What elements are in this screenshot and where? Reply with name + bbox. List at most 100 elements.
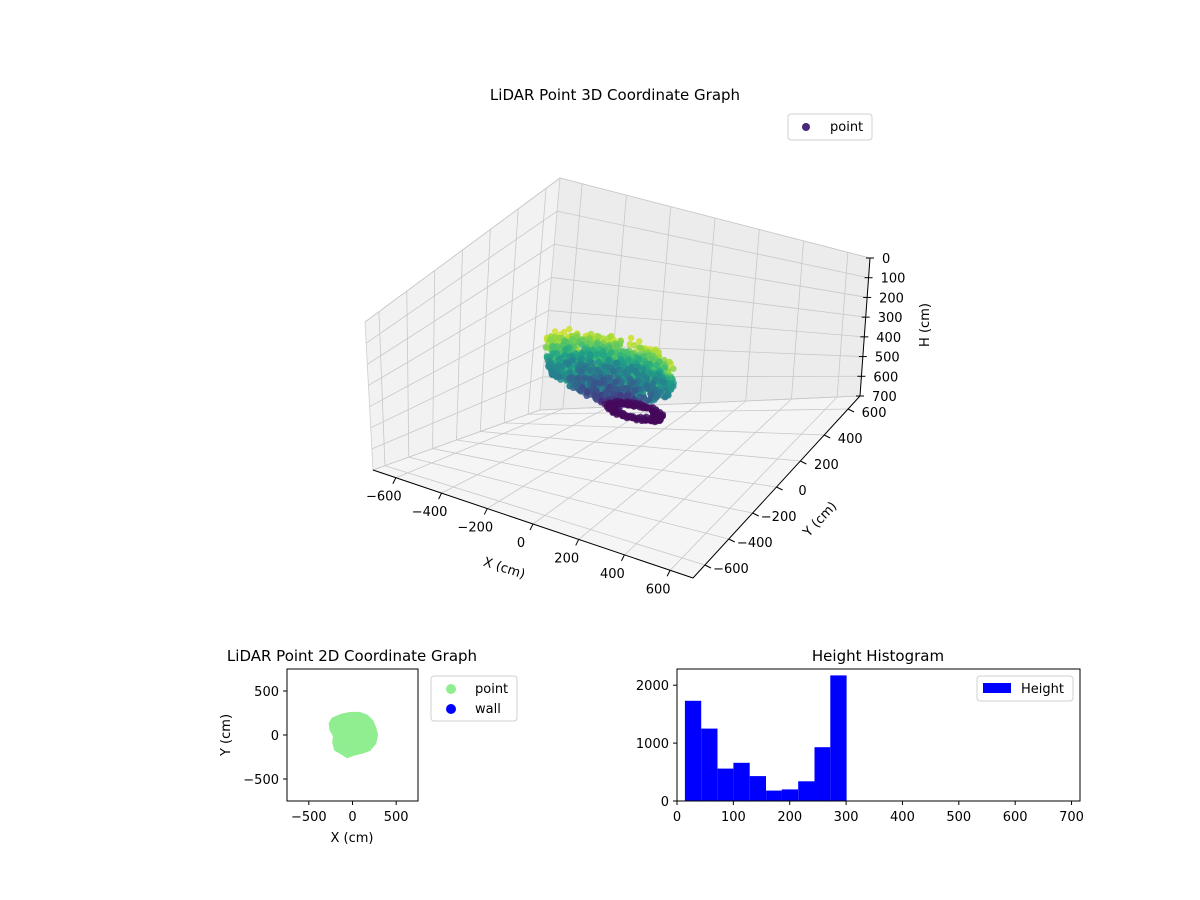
point-3d [613, 342, 620, 349]
histogram-title: Height Histogram [812, 647, 944, 665]
point-3d [617, 392, 624, 399]
y-tick-3d [823, 434, 831, 439]
point-3d [668, 375, 675, 382]
grid-line-z-back [539, 395, 861, 411]
point-3d [649, 380, 657, 387]
point-3d [586, 375, 594, 382]
x-tick-label-2d: −500 [291, 810, 327, 825]
y-tick-3d [800, 460, 807, 465]
histogram-y-tick-label: 2000 [636, 679, 669, 694]
legend-2d-marker-wall [446, 704, 456, 714]
point-3d [623, 414, 630, 422]
point-3d [653, 415, 660, 422]
y-tick-3d [776, 486, 783, 491]
grid-line-z-back [559, 177, 871, 259]
point-3d [630, 403, 638, 410]
y-tick-label-3d: −200 [761, 510, 797, 525]
x-tick-3d [529, 523, 534, 531]
y-tick-label-3d: 200 [814, 458, 839, 473]
histogram-bar [684, 700, 702, 801]
grid-line-z-left [369, 310, 549, 407]
y-axis-label-3d: Y (cm) [800, 499, 840, 541]
histogram-y-tick-label: 1000 [636, 737, 669, 752]
grid-line-x-back [745, 229, 760, 402]
z-tick-label-3d: 400 [876, 331, 901, 346]
histogram-bar [749, 776, 766, 801]
point-3d [619, 384, 627, 391]
point-3d [594, 366, 601, 374]
point-3d [605, 334, 612, 342]
point-3d [644, 375, 651, 383]
point-3d [562, 359, 570, 366]
grid-line-z-left [371, 376, 544, 450]
point-3d [658, 413, 665, 420]
legend-3d-marker [802, 123, 810, 131]
grid-line-z-left [370, 343, 546, 429]
point-3d [666, 358, 673, 366]
point-3d [640, 365, 647, 373]
point-3d [616, 410, 623, 418]
point-3d [568, 335, 576, 343]
legend-2d-label-point: point [475, 682, 508, 697]
y-tick-3d [704, 564, 712, 569]
x-tick-label-3d: −600 [366, 490, 402, 505]
point-3d [655, 349, 662, 356]
y-tick-label-3d: −400 [737, 536, 773, 551]
point-3d [635, 373, 642, 380]
point-3d [624, 400, 631, 408]
point-3d [610, 368, 617, 375]
grid-line-y [384, 465, 706, 566]
point-3d [554, 343, 561, 350]
point-3d [578, 368, 585, 375]
y-tick-label-3d: −600 [713, 562, 749, 577]
grid-line-y [528, 408, 849, 415]
grid-line-x-back [791, 240, 804, 400]
point-3d [609, 402, 616, 409]
point-3d [627, 334, 635, 342]
point-3d [632, 387, 639, 394]
point-3d [556, 354, 564, 362]
x-tick-label-3d: −200 [457, 521, 493, 536]
z-axis-line [859, 257, 871, 397]
y-tick-label-2d: 500 [254, 685, 279, 700]
point-3d [561, 351, 569, 359]
legend-3d-label: point [830, 120, 863, 135]
point-3d [562, 346, 569, 353]
legend-3d: point [787, 113, 873, 141]
point-3d [636, 338, 643, 345]
point-3d [639, 404, 646, 412]
x-axis-label-3d: X (cm) [481, 555, 527, 583]
point-3d [584, 389, 591, 396]
point-3d [566, 368, 574, 375]
point-3d [670, 383, 677, 390]
histogram-ticks: 0 100 200 300 400 500 600 700 0 1000 2000 [636, 679, 1084, 825]
point-3d [591, 391, 598, 398]
x-tick-label-3d: 400 [600, 567, 625, 582]
grid-line-y-left [406, 291, 410, 458]
histogram-bar [701, 728, 718, 801]
ticks-3d: −600−400−2000200400600−600−400−200020040… [366, 252, 905, 597]
point-3d [556, 373, 563, 380]
point-cloud-2d [328, 711, 379, 759]
point-3d [623, 393, 630, 400]
x-tick-3d [620, 554, 625, 562]
point-3d [643, 382, 650, 389]
point-3d [661, 364, 668, 372]
histogram-x-tick-label: 0 [673, 810, 681, 825]
grid-line-z-back [548, 310, 865, 338]
point-3d [640, 371, 647, 378]
z-tick-label-3d: 300 [878, 311, 903, 326]
point-cloud-3d [542, 325, 677, 426]
legend-histogram-box [976, 675, 1074, 702]
point-3d [575, 375, 582, 382]
point-3d [661, 379, 668, 386]
histogram-bar [733, 762, 750, 801]
grid-line-y-left [456, 249, 463, 441]
point-3d [670, 365, 677, 372]
grid-line-y-left [432, 270, 436, 449]
point-3d [637, 345, 645, 353]
y-tick-3d [847, 408, 855, 413]
point-3d [645, 351, 652, 358]
point-3d [613, 359, 620, 366]
